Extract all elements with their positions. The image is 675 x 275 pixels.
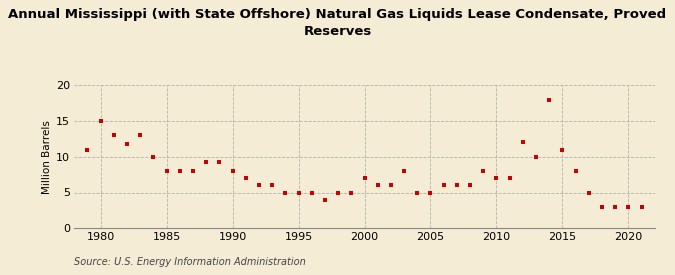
Point [306, 190, 317, 195]
Point [412, 190, 423, 195]
Text: Source: U.S. Energy Information Administration: Source: U.S. Energy Information Administ… [74, 257, 306, 267]
Point [188, 169, 198, 173]
Point [280, 190, 291, 195]
Point [636, 205, 647, 209]
Point [95, 119, 106, 123]
Point [148, 155, 159, 159]
Point [385, 183, 396, 188]
Point [200, 160, 211, 165]
Point [227, 169, 238, 173]
Point [254, 183, 265, 188]
Point [399, 169, 410, 173]
Point [504, 176, 515, 180]
Point [214, 160, 225, 165]
Point [531, 155, 541, 159]
Point [293, 190, 304, 195]
Text: Annual Mississippi (with State Offshore) Natural Gas Liquids Lease Condensate, P: Annual Mississippi (with State Offshore)… [8, 8, 666, 38]
Point [583, 190, 594, 195]
Y-axis label: Million Barrels: Million Barrels [42, 120, 52, 194]
Point [333, 190, 344, 195]
Point [174, 169, 185, 173]
Point [359, 176, 370, 180]
Point [438, 183, 449, 188]
Point [491, 176, 502, 180]
Point [109, 133, 119, 138]
Point [267, 183, 277, 188]
Point [373, 183, 383, 188]
Point [346, 190, 356, 195]
Point [452, 183, 462, 188]
Point [478, 169, 489, 173]
Point [623, 205, 634, 209]
Point [319, 197, 330, 202]
Point [122, 142, 132, 146]
Point [240, 176, 251, 180]
Point [597, 205, 608, 209]
Point [544, 97, 555, 102]
Point [557, 147, 568, 152]
Point [464, 183, 475, 188]
Point [82, 147, 93, 152]
Point [135, 133, 146, 138]
Point [425, 190, 436, 195]
Point [161, 169, 172, 173]
Point [610, 205, 620, 209]
Point [570, 169, 581, 173]
Point [518, 140, 529, 145]
